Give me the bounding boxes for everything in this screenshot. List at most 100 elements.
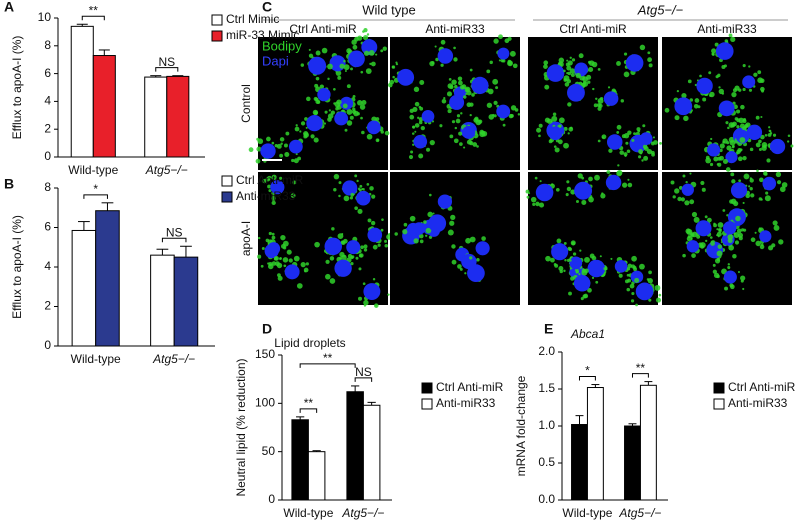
lipid-signal	[418, 153, 424, 159]
lipid-signal	[559, 269, 563, 274]
bar	[571, 424, 588, 501]
lipid-signal	[280, 142, 283, 146]
lipid-signal	[479, 129, 485, 135]
lipid-signal	[453, 138, 459, 144]
lipid-signal	[743, 228, 747, 232]
y-tick-label: 4	[44, 259, 51, 273]
nucleus	[471, 76, 489, 95]
lipid-signal	[763, 144, 767, 149]
lipid-signal	[315, 76, 320, 81]
lipid-signal	[394, 232, 398, 236]
lipid-signal	[283, 143, 288, 148]
lipid-signal	[265, 176, 271, 182]
lipid-signal	[729, 139, 736, 146]
nucleus	[260, 143, 276, 159]
legend-label: Anti-miR33	[236, 189, 296, 203]
lipid-signal	[325, 259, 330, 264]
lipid-signal	[502, 123, 506, 127]
y-axis-label: Neutral lipid (% reduction)	[234, 358, 248, 496]
lipid-signal	[366, 133, 373, 140]
lipid-signal	[271, 141, 275, 145]
lipid-signal	[354, 174, 358, 178]
y-axis-label: Efflux to apoA-I (%)	[10, 215, 24, 319]
significance-bracket	[83, 194, 108, 199]
lipid-signal	[498, 34, 503, 40]
lipid-signal	[372, 244, 378, 250]
lipid-signal	[722, 158, 729, 165]
lipid-signal	[463, 95, 467, 99]
lipid-signal	[339, 63, 345, 69]
lipid-signal	[333, 188, 337, 192]
lipid-signal	[380, 228, 384, 232]
nucleus	[725, 151, 738, 164]
lipid-signal	[478, 119, 483, 124]
lipid-signal	[375, 304, 378, 307]
lipid-signal	[738, 88, 742, 92]
lipid-signal	[451, 120, 456, 124]
lipid-signal	[271, 174, 277, 180]
lipid-signal	[759, 244, 765, 250]
x-tick-label: Atg5−/−	[341, 506, 384, 520]
lipid-signal	[567, 71, 572, 76]
lipid-signal	[369, 186, 374, 191]
lipid-signal	[375, 117, 380, 121]
lipid-signal	[708, 71, 712, 75]
lipid-signal	[578, 53, 584, 59]
lipid-signal	[725, 167, 731, 172]
lipid-signal	[464, 272, 467, 275]
lipid-signal	[350, 192, 355, 197]
lipid-signal	[727, 126, 730, 130]
lipid-signal	[699, 242, 706, 249]
lipid-signal	[618, 273, 623, 278]
lipid-signal	[709, 94, 712, 97]
lipid-signal	[274, 261, 280, 267]
lipid-signal	[719, 143, 725, 149]
nucleus	[497, 47, 510, 60]
lipid-signal	[300, 63, 305, 67]
lipid-signal	[755, 142, 761, 148]
error-bar	[644, 381, 653, 386]
lipid-signal	[417, 116, 420, 120]
lipid-signal	[711, 48, 717, 54]
lipid-signal	[730, 36, 736, 42]
micrograph-content	[387, 34, 521, 160]
lipid-signal	[489, 60, 493, 65]
lipid-signal	[294, 126, 300, 132]
lipid-signal	[569, 68, 576, 74]
lipid-signal	[715, 75, 719, 79]
lipid-signal	[626, 273, 630, 277]
y-tick-label: 8	[44, 38, 51, 52]
lipid-signal	[271, 195, 276, 201]
nucleus	[421, 110, 435, 123]
lipid-signal	[768, 129, 772, 133]
lipid-signal	[451, 79, 457, 85]
lipid-signal	[465, 237, 471, 244]
lipid-signal	[325, 273, 331, 280]
lipid-signal	[266, 136, 271, 142]
lipid-signal	[653, 140, 658, 145]
lipid-signal	[395, 61, 398, 64]
lipid-signal	[370, 220, 376, 226]
nucleus	[551, 243, 569, 261]
lipid-signal	[680, 197, 685, 202]
lipid-signal	[300, 121, 306, 126]
nucleus	[496, 104, 511, 119]
lipid-signal	[282, 240, 289, 247]
lipid-signal	[486, 69, 491, 74]
lipid-signal	[354, 206, 358, 210]
nucleus	[674, 97, 693, 116]
legend-swatch	[713, 382, 725, 394]
lipid-signal	[659, 142, 662, 145]
lipid-signal	[623, 71, 630, 78]
lipid-signal	[371, 116, 377, 122]
lipid-signal	[763, 171, 768, 176]
lipid-signal	[787, 134, 791, 138]
lipid-signal	[712, 269, 718, 274]
lipid-signal	[787, 140, 790, 143]
lipid-signal	[447, 229, 454, 236]
lipid-signal	[324, 110, 328, 114]
lipid-signal	[584, 256, 590, 263]
lipid-signal	[750, 237, 756, 243]
y-axis-label: Efflux to apoA-I (%)	[10, 36, 24, 140]
nucleus	[270, 180, 285, 195]
